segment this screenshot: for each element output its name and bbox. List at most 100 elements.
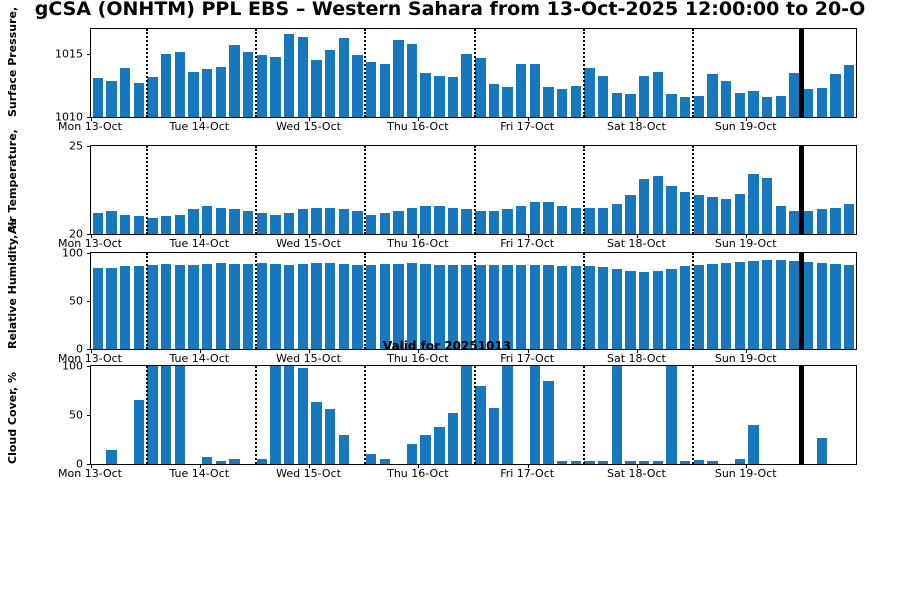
bar <box>434 264 445 349</box>
bar <box>775 205 787 234</box>
y-tick-mark <box>87 348 91 350</box>
day-gridline <box>145 253 148 349</box>
bar <box>611 366 623 464</box>
bar <box>543 202 554 234</box>
bar <box>92 268 103 349</box>
x-tick-label: Sat 18-Oct <box>607 352 666 365</box>
period-end-marker <box>799 145 805 235</box>
x-tick-label: Sat 18-Oct <box>607 237 666 250</box>
chart-title: gCSA (ONHTM) PPL EBS – Western Sahara fr… <box>34 0 866 20</box>
x-tick-mark <box>527 464 529 468</box>
x-tick-label: Sat 18-Oct <box>607 467 666 480</box>
day-gridline <box>364 253 367 349</box>
bar <box>843 264 855 349</box>
bar <box>748 90 759 117</box>
bar <box>748 424 759 464</box>
bar <box>830 74 841 117</box>
bar <box>201 457 213 464</box>
bar <box>762 259 773 349</box>
bar <box>270 263 281 349</box>
x-tick-mark <box>309 464 311 468</box>
bar <box>133 400 144 464</box>
day-gridline <box>692 253 695 349</box>
bar <box>106 450 117 464</box>
x-tick-label: Thu 16-Oct <box>387 352 449 365</box>
bar <box>324 50 336 117</box>
bar <box>283 366 295 464</box>
bar <box>830 263 841 349</box>
x-tick-mark <box>90 234 92 238</box>
bar <box>557 205 568 234</box>
bar <box>420 434 431 464</box>
bar <box>475 265 486 349</box>
y-tick-mark <box>87 233 91 235</box>
x-tick-label: Sun 19-Oct <box>714 352 777 365</box>
bar <box>352 264 363 349</box>
bar <box>324 207 336 234</box>
x-tick-mark <box>309 234 311 238</box>
x-tick-mark <box>199 234 201 238</box>
bar <box>748 260 759 349</box>
cloud-cover-plot: 0 50 100 Cloud Cover, % <box>6 360 857 471</box>
bar <box>543 265 554 349</box>
bar <box>365 454 377 464</box>
bar <box>270 366 281 464</box>
x-tick-label: Tue 14-Oct <box>169 237 230 250</box>
air-temperature-plot: 20 25 Air Temperature, <box>6 129 857 241</box>
bar <box>502 264 513 349</box>
bar <box>461 366 472 464</box>
bar <box>475 57 486 117</box>
bar <box>461 54 472 117</box>
day-gridline <box>254 253 257 349</box>
x-tick-label: Fri 17-Oct <box>500 467 555 480</box>
bar <box>543 86 554 117</box>
bar <box>215 207 226 234</box>
bar <box>160 263 172 349</box>
bar <box>516 264 527 349</box>
bar <box>734 459 746 464</box>
bar <box>283 212 295 234</box>
bar <box>338 434 349 464</box>
x-tick-mark <box>746 349 748 353</box>
bar <box>789 211 800 234</box>
day-gridline <box>692 146 695 234</box>
bar <box>488 265 500 349</box>
bar <box>789 73 800 117</box>
bar <box>188 71 199 117</box>
x-tick-label: Tue 14-Oct <box>169 120 230 133</box>
day-gridline <box>582 253 585 349</box>
bar <box>830 207 841 234</box>
bar <box>311 60 322 117</box>
y-axis-label: Cloud Cover, % <box>6 371 19 464</box>
bar <box>229 459 240 464</box>
bar <box>420 205 431 234</box>
bar <box>488 408 500 464</box>
bar <box>598 461 609 464</box>
period-end-marker <box>799 28 805 118</box>
x-tick-label: Sun 19-Oct <box>714 237 777 250</box>
x-tick-label: Wed 15-Oct <box>276 352 341 365</box>
bar <box>802 211 814 234</box>
bar <box>693 460 705 464</box>
bar <box>816 437 828 464</box>
bar <box>393 40 404 117</box>
bar <box>721 198 732 234</box>
bar <box>406 207 418 234</box>
bar <box>666 186 677 234</box>
bar <box>434 426 445 464</box>
x-tick-mark <box>199 349 201 353</box>
bar <box>297 209 308 234</box>
bar <box>652 461 664 464</box>
bar <box>338 209 349 234</box>
bar <box>119 266 131 349</box>
x-tick-label: Wed 15-Oct <box>276 467 341 480</box>
bar <box>188 264 199 349</box>
bar <box>461 265 472 349</box>
bar <box>283 264 295 349</box>
bar <box>270 56 281 117</box>
x-tick-mark <box>527 117 529 121</box>
bar <box>447 76 459 117</box>
bar <box>256 459 267 464</box>
bar <box>311 402 322 464</box>
